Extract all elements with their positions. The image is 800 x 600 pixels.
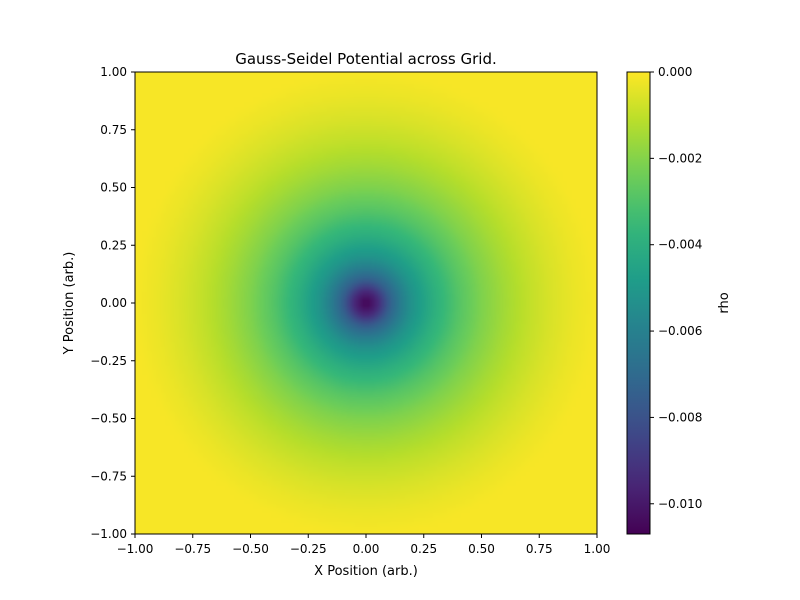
x-tick-label: 0.00 bbox=[353, 542, 380, 556]
y-tick-label: −0.25 bbox=[90, 354, 127, 368]
heatmap-image bbox=[135, 72, 597, 534]
x-axis-label: X Position (arb.) bbox=[314, 564, 418, 579]
x-tick-label: −0.25 bbox=[290, 542, 327, 556]
x-tick-label: 0.50 bbox=[468, 542, 495, 556]
colorbar-tick-label: −0.010 bbox=[658, 497, 702, 511]
y-tick-label: 1.00 bbox=[100, 65, 127, 79]
colorbar-tick-label: −0.002 bbox=[658, 151, 702, 165]
colorbar-tick-label: −0.004 bbox=[658, 238, 702, 252]
x-axis-ticks: −1.00 −0.75 −0.50 −0.25 0.00 0.25 0.50 0.75 1.00 bbox=[117, 534, 611, 556]
colorbar-tick-label: 0.000 bbox=[658, 65, 692, 79]
chart-title: Gauss-Seidel Potential across Grid. bbox=[235, 50, 497, 68]
y-tick-label: 0.25 bbox=[100, 238, 127, 252]
x-tick-label: −0.50 bbox=[232, 542, 269, 556]
y-tick-label: 0.50 bbox=[100, 181, 127, 195]
x-tick-label: 0.25 bbox=[410, 542, 437, 556]
y-axis-label: Y Position (arb.) bbox=[62, 252, 77, 356]
x-tick-label: −1.00 bbox=[117, 542, 154, 556]
colorbar bbox=[626, 71, 651, 535]
y-tick-label: −1.00 bbox=[90, 527, 127, 541]
y-tick-label: 0.00 bbox=[100, 296, 127, 310]
x-tick-label: 1.00 bbox=[584, 542, 611, 556]
y-tick-label: −0.50 bbox=[90, 412, 127, 426]
y-axis-ticks: −1.00 −0.75 −0.50 −0.25 0.00 0.25 0.50 0.75 1.00 bbox=[90, 65, 135, 541]
colorbar-tick-label: −0.008 bbox=[658, 410, 702, 424]
x-tick-label: −0.75 bbox=[174, 542, 211, 556]
y-tick-label: 0.75 bbox=[100, 123, 127, 137]
colorbar-label: rho bbox=[717, 292, 732, 313]
y-tick-label: −0.75 bbox=[90, 469, 127, 483]
colorbar-tick-label: −0.006 bbox=[658, 324, 702, 338]
colorbar-ticks: 0.000 −0.002 −0.004 −0.006 −0.008 −0.010 bbox=[650, 65, 702, 511]
x-tick-label: 0.75 bbox=[526, 542, 553, 556]
